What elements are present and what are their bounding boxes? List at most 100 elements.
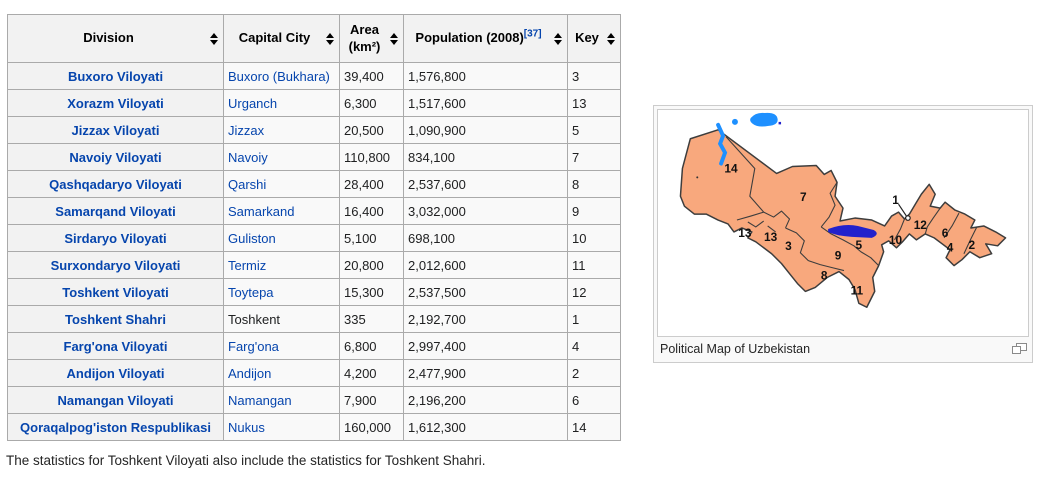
sort-icon[interactable] — [607, 32, 615, 45]
area-cell: 5,100 — [339, 224, 404, 252]
division-link[interactable]: Toshkent Viloyati — [62, 284, 169, 300]
table-row: Qashqadaryo Viloyati Qarshi 28,400 2,537,60… — [7, 170, 621, 198]
capital-link[interactable]: Andijon — [228, 365, 272, 381]
capital-link[interactable]: Farg'ona — [228, 338, 279, 354]
table-row: Buxoro Viloyati Buxoro (Bukhara) 39,400 1,5… — [7, 62, 621, 90]
capital-cell: Guliston — [223, 224, 340, 252]
division-link[interactable]: Sirdaryo Viloyati — [64, 230, 167, 246]
division-link[interactable]: Buxoro Viloyati — [67, 68, 164, 84]
map-region-number: 9 — [835, 249, 842, 263]
division-link[interactable]: Navoiy Viloyati — [69, 149, 162, 165]
table-row: Namangan Viloyati Namangan 7,900 2,196,200 6 — [7, 386, 621, 414]
division-link[interactable]: Jizzax Viloyati — [71, 122, 160, 138]
key-cell: 8 — [567, 170, 621, 198]
column-header-area-km[interactable]: Area (km²) — [339, 14, 404, 63]
key-cell: 3 — [567, 62, 621, 90]
division-link[interactable]: Qashqadaryo Viloyati — [49, 176, 182, 192]
map-labels: 14 7 13 13 3 95 8 11 10 1 12 64 2 — [724, 161, 975, 297]
column-header-key[interactable]: Key — [567, 14, 621, 63]
table-row: Xorazm Viloyati Urganch 6,300 1,517,600 13 — [7, 89, 621, 117]
region-borders — [725, 136, 978, 272]
capital-link[interactable]: Jizzax — [228, 122, 265, 138]
capital-link[interactable]: Nukus — [228, 419, 265, 435]
column-header-label: Division — [83, 30, 134, 46]
column-header-label: Area (km²) — [348, 22, 381, 54]
sort-icon[interactable] — [554, 32, 562, 45]
key-cell: 13 — [567, 89, 621, 117]
capital-link[interactable]: Namangan — [228, 392, 292, 408]
column-header-population-2008[interactable]: Population (2008)[37] — [403, 14, 568, 63]
key-cell: 1 — [567, 305, 621, 333]
capital-link[interactable]: Termiz — [228, 257, 267, 273]
aral-lake-dot — [731, 118, 738, 125]
division-cell: Qoraqalpog'iston Respublikasi — [7, 413, 224, 441]
division-link[interactable]: Toshkent Shahri — [65, 311, 166, 327]
population-cell: 1,612,300 — [403, 413, 568, 441]
division-link[interactable]: Xorazm Viloyati — [67, 95, 164, 111]
map-image[interactable]: 14 7 13 13 3 9 5 8 11 10 1 12 6 4 2 — [657, 109, 1029, 337]
area-cell: 160,000 — [339, 413, 404, 441]
table-row: Jizzax Viloyati Jizzax 20,500 1,090,900 5 — [7, 116, 621, 144]
capital-link[interactable]: Buxoro (Bukhara) — [228, 68, 330, 84]
division-cell: Toshkent Viloyati — [7, 278, 224, 306]
country-outline — [679, 129, 1007, 308]
map-region-number: 7 — [800, 190, 807, 204]
division-link[interactable]: Farg'ona Viloyati — [63, 338, 168, 354]
population-cell: 3,032,000 — [403, 197, 568, 225]
division-link[interactable]: Andijon Viloyati — [66, 365, 165, 381]
aral-sea — [750, 112, 778, 127]
division-link[interactable]: Surxondaryo Viloyati — [50, 257, 181, 273]
population-cell: 834,100 — [403, 143, 568, 171]
capital-cell: Buxoro (Bukhara) — [223, 62, 340, 90]
division-cell: Toshkent Shahri — [7, 305, 224, 333]
reference-link[interactable]: [37] — [523, 29, 542, 41]
map-region-number: 12 — [914, 218, 928, 232]
capital-text: Toshkent — [228, 311, 281, 327]
area-cell: 15,300 — [339, 278, 404, 306]
map-region-number: 11 — [851, 283, 864, 297]
division-link[interactable]: Qoraqalpog'iston Respublikasi — [20, 419, 211, 435]
sort-icon[interactable] — [390, 32, 398, 45]
division-link[interactable]: Namangan Viloyati — [57, 392, 174, 408]
population-cell: 2,537,500 — [403, 278, 568, 306]
capital-link[interactable]: Qarshi — [228, 176, 267, 192]
capital-cell: Andijon — [223, 359, 340, 387]
capital-link[interactable]: Guliston — [228, 230, 276, 246]
map-region-number: 10 — [889, 233, 903, 247]
sort-icon[interactable] — [210, 32, 218, 45]
capital-link[interactable]: Samarkand — [228, 203, 295, 219]
column-header-label: Population (2008) — [415, 30, 524, 46]
column-header-capital-city[interactable]: Capital City — [223, 14, 340, 63]
area-cell: 20,500 — [339, 116, 404, 144]
map-thumbnail: 14 7 13 13 3 9 5 8 11 10 1 12 6 4 2 Political Map of U… — [653, 105, 1033, 364]
division-cell: Jizzax Viloyati — [7, 116, 224, 144]
capital-link[interactable]: Navoiy — [228, 149, 268, 165]
column-header-label: Capital City — [238, 30, 311, 46]
table-row: Toshkent Shahri Toshkent 335 2,192,700 1 — [7, 305, 621, 333]
column-header-division[interactable]: Division — [7, 14, 224, 63]
capital-cell: Namangan — [223, 386, 340, 414]
division-cell: Qashqadaryo Viloyati — [7, 170, 224, 198]
division-link[interactable]: Samarqand Viloyati — [55, 203, 176, 219]
capital-link[interactable]: Toytepa — [228, 284, 274, 300]
division-cell: Andijon Viloyati — [7, 359, 224, 387]
capital-cell: Farg'ona — [223, 332, 340, 360]
town-dot — [696, 176, 699, 179]
population-cell: 1,517,600 — [403, 89, 568, 117]
sort-icon[interactable] — [326, 32, 334, 45]
population-cell: 2,477,900 — [403, 359, 568, 387]
key-cell: 12 — [567, 278, 621, 306]
map-region-number: 3 — [785, 239, 792, 253]
key-cell: 14 — [567, 413, 621, 441]
capital-cell: Nukus — [223, 413, 340, 441]
table-header-row: Division Capital City Area (km²) Population… — [7, 14, 621, 63]
magnify-icon[interactable] — [1012, 342, 1027, 358]
population-cell: 2,196,200 — [403, 386, 568, 414]
map-region-number: 13 — [764, 230, 778, 244]
key-cell: 7 — [567, 143, 621, 171]
capital-cell: Qarshi — [223, 170, 340, 198]
map-caption: Political Map of Uzbekistan — [660, 342, 811, 356]
capital-link[interactable]: Urganch — [228, 95, 278, 111]
division-cell: Farg'ona Viloyati — [7, 332, 224, 360]
label-leader-line — [898, 203, 907, 217]
